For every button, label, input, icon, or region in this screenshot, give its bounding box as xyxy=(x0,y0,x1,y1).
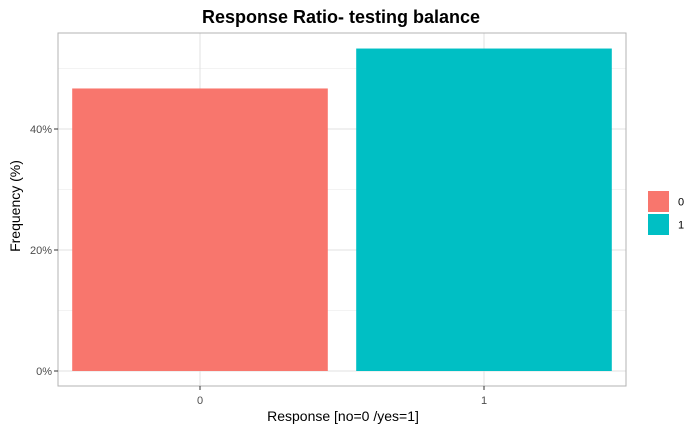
x-tick-label: 0 xyxy=(197,395,203,407)
plot-panel-border xyxy=(57,32,627,387)
y-axis-title: Frequency (%) xyxy=(7,160,23,252)
y-tick-label: 20% xyxy=(30,245,52,257)
x-axis-title: Response [no=0 /yes=1] xyxy=(267,408,419,424)
bar-0 xyxy=(72,88,328,371)
legend-label-0: 0 xyxy=(678,197,684,209)
y-axis-ticks: 0% 20% 40% xyxy=(30,124,58,378)
legend-key-0 xyxy=(648,191,669,212)
legend-label-1: 1 xyxy=(678,220,684,232)
bars xyxy=(72,48,612,371)
y-tick-label: 0% xyxy=(36,366,52,378)
legend: 01 xyxy=(648,191,684,235)
legend-key-1 xyxy=(648,214,669,235)
chart-title: Response Ratio- testing balance xyxy=(202,7,480,27)
bar-1 xyxy=(356,48,612,371)
y-tick-label: 40% xyxy=(30,124,52,136)
x-tick-label: 1 xyxy=(481,395,487,407)
